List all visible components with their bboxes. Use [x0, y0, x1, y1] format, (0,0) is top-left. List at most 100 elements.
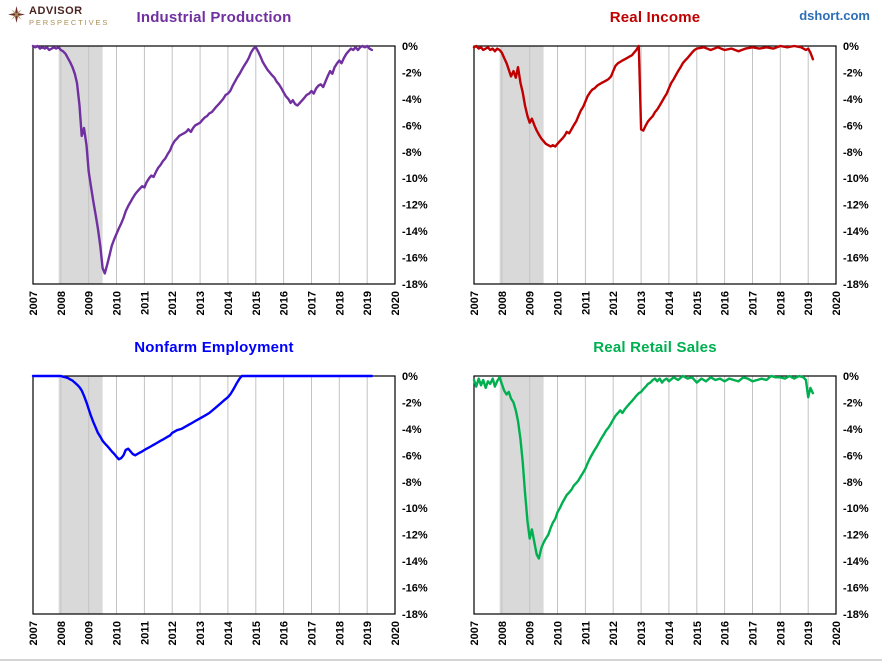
- y-tick-label: -4%: [402, 94, 422, 106]
- x-tick-label: 2015: [251, 621, 263, 645]
- x-tick-label: 2013: [195, 621, 207, 645]
- y-tick-label: -10%: [402, 503, 428, 515]
- panel-nonfarm-employment: Nonfarm Employment 0% -2% -4% -6% -8% -10% -12…: [0, 330, 441, 660]
- y-tick-label: 0%: [843, 41, 859, 53]
- panel-real-income: Real Income 0% -2% -4% -6% -8% -10% -12% -14% -1…: [441, 0, 882, 330]
- x-tick-label: 2011: [139, 291, 151, 315]
- plot-frame: [32, 375, 396, 615]
- x-tick-label: 2012: [608, 291, 620, 315]
- x-tick-label: 2008: [497, 621, 509, 645]
- recession-band: [58, 46, 103, 284]
- logo-advisor-label: ADVISOR: [29, 5, 83, 17]
- y-tick-label: -8%: [843, 477, 863, 489]
- y-tick-label: 0%: [843, 371, 859, 383]
- x-tick-label: 2008: [56, 291, 68, 315]
- y-tick-label: -6%: [402, 120, 422, 132]
- plot-frame: [473, 45, 837, 285]
- x-tick-label: 2014: [223, 290, 235, 315]
- x-tick-label: 2016: [720, 621, 732, 645]
- x-tick-label: 2007: [28, 291, 40, 315]
- x-tick-label: 2016: [720, 291, 732, 315]
- y-tick-label: -12%: [402, 530, 428, 542]
- y-tick-label: -12%: [402, 200, 428, 212]
- site-label: dshort.com: [799, 8, 870, 23]
- y-tick-label: -6%: [843, 120, 863, 132]
- chart-title-0: Industrial Production: [136, 9, 292, 26]
- x-tick-label: 2019: [362, 291, 374, 315]
- x-tick-label: 2013: [636, 291, 648, 315]
- y-tick-label: -14%: [843, 226, 869, 238]
- x-tick-label: 2012: [167, 621, 179, 645]
- nonfarm-employment-chart: 0% -2% -4% -6% -8% -10% -12% -14% -16% -18% 2007 20…: [28, 371, 428, 645]
- x-tick-label: 2010: [553, 291, 565, 315]
- x-tick-label: 2008: [497, 291, 509, 315]
- x-tick-label: 2014: [664, 620, 676, 645]
- y-tick-label: -4%: [843, 424, 863, 436]
- x-tick-label: 2017: [307, 621, 319, 645]
- x-tick-label: 2015: [692, 291, 704, 315]
- y-tick-label: -16%: [402, 583, 428, 595]
- real-income-chart: 0% -2% -4% -6% -8% -10% -12% -14% -16% -18% 2007 20…: [469, 41, 869, 315]
- x-tick-label: 2013: [636, 621, 648, 645]
- y-tick-label: -14%: [843, 556, 869, 568]
- x-tick-label: 2018: [775, 621, 787, 645]
- x-tick-label: 2014: [223, 620, 235, 645]
- x-tick-label: 2010: [112, 621, 124, 645]
- series-line: [31, 374, 374, 461]
- plot-frame: [32, 45, 396, 285]
- x-tick-label: 2017: [307, 291, 319, 315]
- series-line: [472, 374, 815, 560]
- y-tick-label: -10%: [843, 503, 869, 515]
- y-tick-label: -2%: [402, 397, 422, 409]
- y-tick-label: -10%: [402, 173, 428, 185]
- x-tick-label: 2018: [775, 291, 787, 315]
- y-tick-label: -18%: [843, 609, 869, 621]
- y-tick-label: -18%: [843, 279, 869, 291]
- y-tick-label: -6%: [402, 450, 422, 462]
- x-tick-label: 2016: [279, 291, 291, 315]
- recession-band: [499, 376, 544, 614]
- x-tick-label: 2008: [56, 621, 68, 645]
- x-tick-label: 2019: [362, 621, 374, 645]
- x-tick-label: 2020: [831, 621, 843, 645]
- x-tick-label: 2007: [28, 621, 40, 645]
- y-tick-label: -16%: [843, 253, 869, 265]
- x-tick-label: 2019: [803, 291, 815, 315]
- x-tick-label: 2011: [580, 621, 592, 645]
- x-tick-label: 2012: [608, 621, 620, 645]
- panel-real-retail-sales: Real Retail Sales 0% -2% -4% -6% -8% -10% -12%…: [441, 330, 882, 660]
- chart-title-3: Real Retail Sales: [593, 339, 717, 356]
- x-tick-label: 2013: [195, 291, 207, 315]
- x-tick-label: 2012: [167, 291, 179, 315]
- y-tick-label: -16%: [402, 253, 428, 265]
- x-tick-label: 2016: [279, 621, 291, 645]
- series-line: [31, 44, 374, 275]
- y-tick-label: -12%: [843, 200, 869, 212]
- x-tick-label: 2010: [553, 621, 565, 645]
- x-tick-label: 2015: [692, 621, 704, 645]
- y-tick-label: -14%: [402, 226, 428, 238]
- x-tick-label: 2020: [390, 621, 402, 645]
- y-tick-label: -16%: [843, 583, 869, 595]
- x-tick-label: 2009: [84, 291, 96, 315]
- x-tick-label: 2007: [469, 291, 481, 315]
- x-tick-label: 2010: [112, 291, 124, 315]
- logo-perspectives-label: PERSPECTIVES: [29, 18, 110, 27]
- x-tick-label: 2020: [831, 291, 843, 315]
- plot-frame: [473, 375, 837, 615]
- x-tick-label: 2009: [84, 621, 96, 645]
- real-retail-sales-chart: 0% -2% -4% -6% -8% -10% -12% -14% -16% -18% 2007 20…: [469, 371, 869, 645]
- chart-title-2: Nonfarm Employment: [134, 339, 294, 356]
- x-tick-label: 2018: [334, 621, 346, 645]
- x-tick-label: 2014: [664, 290, 676, 315]
- compass-rose-icon: [8, 6, 25, 23]
- panel-industrial-production: Industrial Production 0% -2% -4% -6% -8% -10%…: [0, 0, 441, 330]
- y-tick-label: -4%: [843, 94, 863, 106]
- x-tick-label: 2011: [139, 621, 151, 645]
- y-tick-label: -2%: [402, 67, 422, 79]
- x-tick-label: 2019: [803, 621, 815, 645]
- industrial-production-chart: 0% -2% -4% -6% -8% -10% -12% -14% -16% -18% 2007 20…: [28, 41, 428, 315]
- recession-band: [58, 376, 103, 614]
